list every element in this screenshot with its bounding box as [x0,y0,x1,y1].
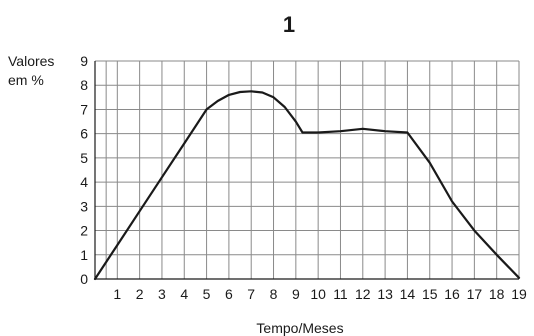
series-layer [93,90,521,281]
x-tick-label: 11 [333,286,348,302]
x-tick-label: 15 [422,286,438,302]
series-line [93,90,521,281]
x-tick-label: 4 [180,286,188,302]
y-tick-label: 4 [80,174,88,190]
y-tick-label: 8 [80,77,88,93]
x-tick-label: 3 [158,286,166,302]
axes [94,61,519,280]
y-tick-label: 9 [80,53,88,69]
y-tick-label: 1 [80,247,88,263]
x-tick-label: 17 [467,286,483,302]
x-tick-label: 14 [400,286,416,302]
y-tick-label: 2 [80,223,88,239]
x-tick-label: 18 [489,286,505,302]
y-tick-label: 7 [80,101,88,117]
x-tick-label: 9 [292,286,300,302]
x-tick-label: 12 [355,286,371,302]
x-tick-label: 1 [113,286,121,302]
x-tick-label: 7 [247,286,255,302]
grid [95,60,520,279]
y-tick-label: 6 [80,126,88,142]
chart-title: 1 [283,12,295,37]
x-tick-label: 10 [310,286,326,302]
y-tick-label: 0 [80,271,88,287]
x-tick-label: 19 [511,286,527,302]
x-tick-label: 8 [270,286,278,302]
y-tick-label: 5 [80,150,88,166]
x-tick-label: 5 [203,286,211,302]
y-axis-label-line-2: em % [8,72,44,88]
x-tick-label: 16 [444,286,460,302]
x-tick-label: 2 [136,286,144,302]
y-axis-label-line-1: Valores [8,53,54,69]
y-tick-label: 3 [80,198,88,214]
x-tick-label: 13 [377,286,393,302]
x-tick-label: 6 [225,286,233,302]
x-axis-label: Tempo/Meses [256,320,343,336]
